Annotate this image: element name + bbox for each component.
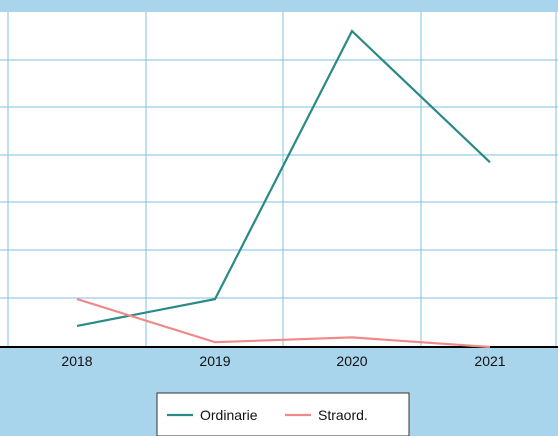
series-line-straord-: [76, 298, 491, 349]
legend-label-straord-: Straord.: [318, 407, 368, 423]
plot-area: [0, 12, 558, 347]
x-tick-label-2018: 2018: [61, 353, 92, 369]
x-tick-label-2021: 2021: [474, 353, 505, 369]
x-axis-ticks: 2018 2019 2020 2021: [61, 353, 505, 369]
series-lines: [76, 29, 491, 349]
grid-lines: [0, 12, 558, 347]
legend: Ordinarie Straord.: [156, 392, 410, 436]
x-tick-label-2019: 2019: [199, 353, 230, 369]
series-line-ordinarie: [76, 29, 491, 327]
x-tick-label-2020: 2020: [336, 353, 367, 369]
legend-box: [156, 392, 410, 436]
legend-label-ordinarie: Ordinarie: [200, 407, 258, 423]
